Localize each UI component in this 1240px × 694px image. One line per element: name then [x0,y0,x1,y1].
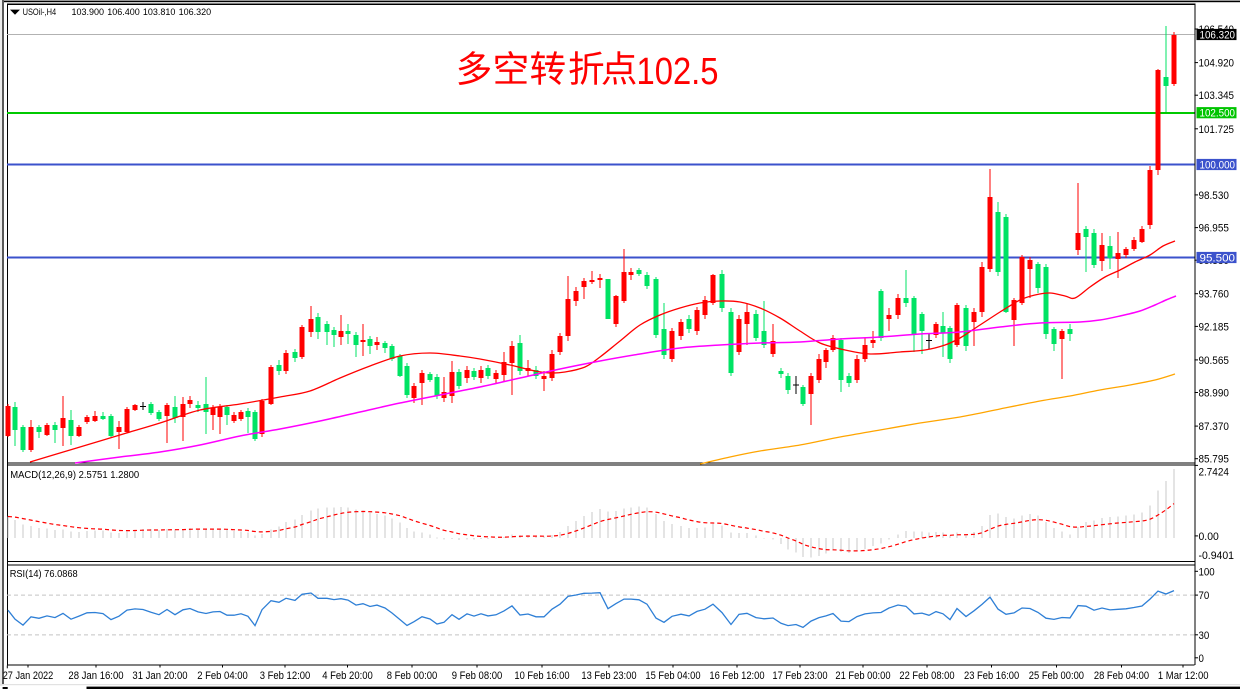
svg-text:9 Feb 08:00: 9 Feb 08:00 [452,670,503,682]
svg-text:27 Jan 2022: 27 Jan 2022 [3,670,54,682]
svg-text:8 Feb 00:00: 8 Feb 00:00 [387,670,438,682]
svg-text:106.400: 106.400 [107,7,140,17]
svg-text:10 Feb 16:00: 10 Feb 16:00 [514,670,569,682]
svg-text:22 Feb 08:00: 22 Feb 08:00 [899,670,954,682]
svg-text:-0.9401: -0.9401 [1199,550,1235,562]
svg-text:102.500: 102.500 [1200,108,1236,120]
svg-text:25 Feb 00:00: 25 Feb 00:00 [1029,670,1084,682]
svg-text:15 Feb 04:00: 15 Feb 04:00 [645,670,700,682]
svg-text:85.795: 85.795 [1199,454,1229,466]
svg-text:103.810: 103.810 [143,7,176,17]
svg-text:3 Feb 12:00: 3 Feb 12:00 [260,670,311,682]
svg-text:90.565: 90.565 [1199,355,1229,367]
svg-text:13 Feb 23:00: 13 Feb 23:00 [581,670,636,682]
svg-text:RSI(14) 76.0868: RSI(14) 76.0868 [10,569,78,580]
svg-text:103.345: 103.345 [1199,90,1235,102]
svg-text:92.185: 92.185 [1199,321,1229,333]
svg-text:28 Jan 16:00: 28 Jan 16:00 [68,670,123,682]
svg-text:106.320: 106.320 [1200,30,1236,42]
svg-text:USOil-,H4: USOil-,H4 [23,7,57,18]
svg-text:23 Feb 16:00: 23 Feb 16:00 [964,670,1019,682]
svg-text:95.500: 95.500 [1200,253,1236,265]
svg-text:100.000: 100.000 [1200,160,1236,172]
svg-text:1 Mar 12:00: 1 Mar 12:00 [1158,670,1209,682]
svg-text:106.320: 106.320 [179,7,212,17]
svg-text:101.725: 101.725 [1199,124,1235,136]
svg-text:2.7424: 2.7424 [1199,467,1229,479]
svg-text:MACD(12,26,9) 2.5751 1.2800: MACD(12,26,9) 2.5751 1.2800 [10,470,139,481]
svg-text:17 Feb 23:00: 17 Feb 23:00 [772,670,827,682]
svg-text:103.900: 103.900 [72,7,105,17]
svg-text:0: 0 [1199,653,1204,665]
svg-text:2 Feb 04:00: 2 Feb 04:00 [197,670,248,682]
svg-text:21 Feb 00:00: 21 Feb 00:00 [835,670,890,682]
svg-text:102.5: 102.5 [637,50,719,92]
svg-text:70: 70 [1199,590,1210,602]
svg-text:96.955: 96.955 [1199,223,1229,235]
svg-text:104.920: 104.920 [1199,58,1235,70]
svg-text:4 Feb 20:00: 4 Feb 20:00 [322,670,373,682]
svg-text:98.530: 98.530 [1199,190,1229,202]
svg-text:87.370: 87.370 [1199,421,1229,433]
svg-text:28 Feb 04:00: 28 Feb 04:00 [1094,670,1149,682]
svg-text:100: 100 [1199,566,1215,578]
svg-text:0.00: 0.00 [1199,531,1219,543]
svg-text:88.990: 88.990 [1199,388,1229,400]
svg-text:16 Feb 12:00: 16 Feb 12:00 [709,670,764,682]
svg-text:93.760: 93.760 [1199,289,1229,301]
svg-text:30: 30 [1199,630,1210,642]
svg-text:31 Jan 20:00: 31 Jan 20:00 [132,670,187,682]
